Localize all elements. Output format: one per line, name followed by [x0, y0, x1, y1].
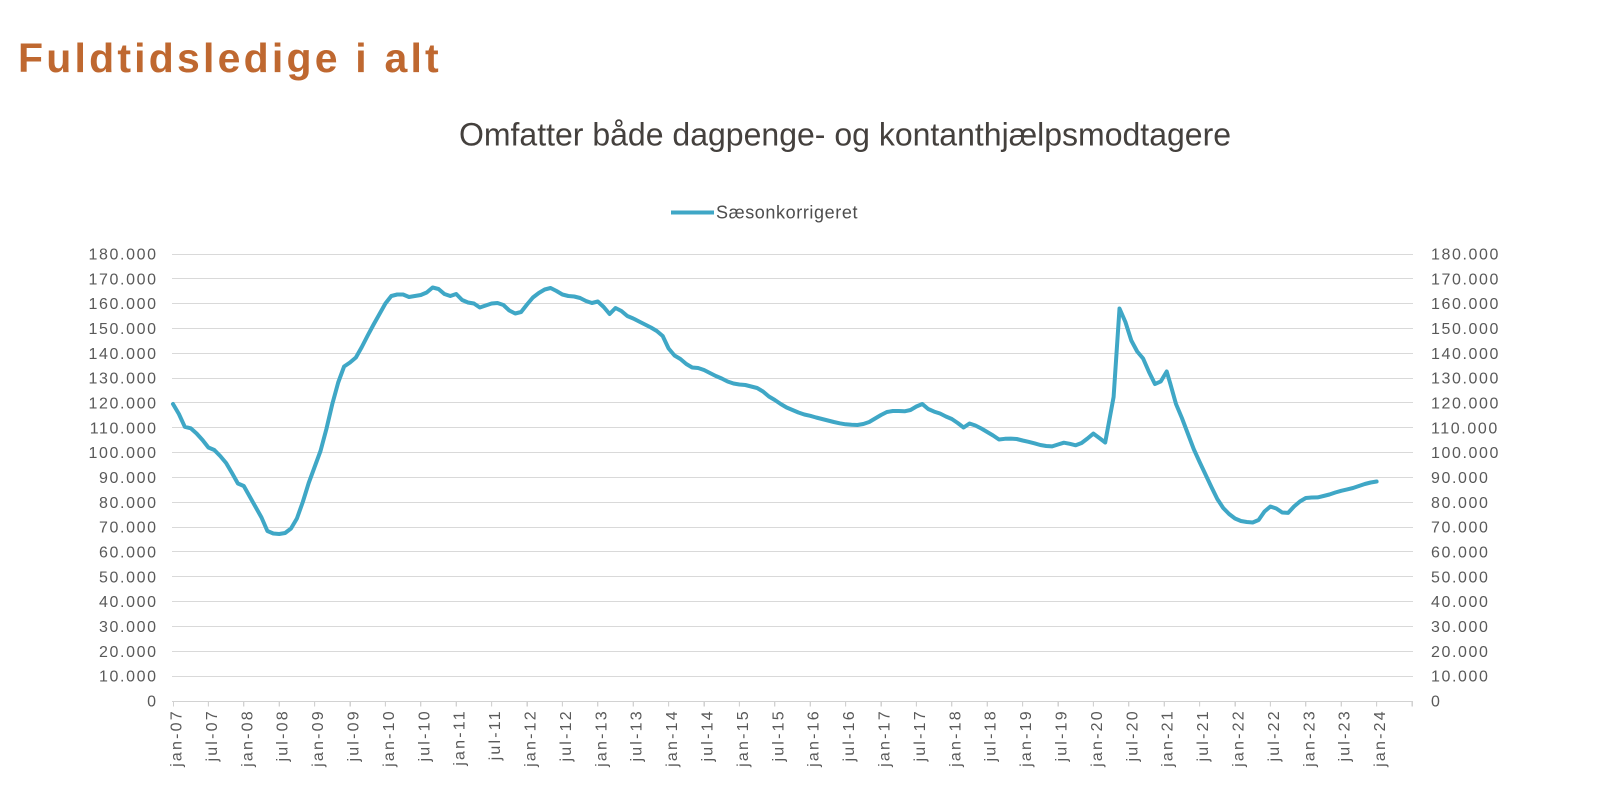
svg-text:10.000: 10.000 [1431, 669, 1490, 686]
svg-text:jan-16: jan-16 [806, 709, 823, 768]
svg-text:Omfatter både dagpenge- og kon: Omfatter både dagpenge- og kontanthjælps… [459, 117, 1231, 153]
svg-text:jul-21: jul-21 [1195, 709, 1212, 762]
svg-text:180.000: 180.000 [1431, 247, 1500, 264]
svg-text:jul-19: jul-19 [1054, 709, 1071, 762]
svg-text:jul-20: jul-20 [1124, 709, 1141, 762]
svg-text:jan-20: jan-20 [1089, 709, 1106, 768]
svg-text:jan-15: jan-15 [735, 709, 752, 768]
svg-text:jan-14: jan-14 [664, 709, 681, 768]
svg-text:50.000: 50.000 [1431, 569, 1490, 586]
svg-text:70.000: 70.000 [99, 520, 158, 537]
svg-text:jul-08: jul-08 [275, 709, 292, 762]
svg-text:30.000: 30.000 [1431, 619, 1490, 636]
svg-text:40.000: 40.000 [1431, 594, 1490, 611]
svg-text:20.000: 20.000 [1431, 644, 1490, 661]
svg-text:jul-11: jul-11 [487, 709, 504, 761]
svg-text:60.000: 60.000 [99, 545, 158, 562]
svg-text:jul-14: jul-14 [700, 709, 717, 762]
svg-text:jan-09: jan-09 [310, 709, 327, 768]
svg-text:jan-08: jan-08 [239, 709, 256, 768]
svg-text:jan-07: jan-07 [169, 709, 186, 768]
svg-text:jan-13: jan-13 [593, 709, 610, 768]
svg-text:jan-21: jan-21 [1160, 709, 1177, 768]
svg-text:110.000: 110.000 [1431, 420, 1499, 437]
svg-text:jan-22: jan-22 [1231, 709, 1248, 768]
svg-text:jul-12: jul-12 [558, 709, 575, 762]
svg-text:jan-17: jan-17 [877, 709, 894, 768]
svg-text:10.000: 10.000 [99, 669, 158, 686]
svg-text:jan-19: jan-19 [1018, 709, 1035, 768]
svg-text:0: 0 [147, 694, 158, 711]
svg-text:40.000: 40.000 [99, 594, 158, 611]
svg-text:80.000: 80.000 [1431, 495, 1490, 512]
svg-text:140.000: 140.000 [1431, 346, 1500, 363]
svg-text:70.000: 70.000 [1431, 520, 1490, 537]
svg-text:jul-16: jul-16 [841, 709, 858, 762]
svg-text:Sæsonkorrigeret: Sæsonkorrigeret [716, 203, 858, 223]
svg-text:120.000: 120.000 [1431, 396, 1500, 413]
svg-text:90.000: 90.000 [1431, 470, 1490, 487]
svg-text:jul-10: jul-10 [416, 709, 433, 762]
svg-text:Fuldtidsledige i alt: Fuldtidsledige i alt [18, 35, 442, 81]
svg-text:160.000: 160.000 [1431, 296, 1500, 313]
svg-text:100.000: 100.000 [89, 445, 158, 462]
svg-text:110.000: 110.000 [90, 420, 158, 437]
svg-text:100.000: 100.000 [1431, 445, 1500, 462]
svg-text:130.000: 130.000 [1431, 371, 1500, 388]
svg-text:0: 0 [1431, 694, 1442, 711]
svg-text:160.000: 160.000 [89, 296, 158, 313]
svg-text:20.000: 20.000 [99, 644, 158, 661]
svg-text:170.000: 170.000 [89, 271, 158, 288]
svg-text:150.000: 150.000 [89, 321, 158, 338]
svg-text:jan-10: jan-10 [381, 709, 398, 768]
svg-text:30.000: 30.000 [99, 619, 158, 636]
svg-text:jul-23: jul-23 [1337, 709, 1354, 762]
svg-text:170.000: 170.000 [1431, 271, 1500, 288]
svg-text:jul-22: jul-22 [1266, 709, 1283, 762]
svg-text:jul-13: jul-13 [629, 709, 646, 762]
svg-text:140.000: 140.000 [89, 346, 158, 363]
svg-text:130.000: 130.000 [89, 371, 158, 388]
svg-text:180.000: 180.000 [89, 247, 158, 264]
svg-text:jan-18: jan-18 [947, 709, 964, 768]
svg-text:50.000: 50.000 [99, 569, 158, 586]
svg-text:90.000: 90.000 [99, 470, 158, 487]
svg-text:jan-11: jan-11 [452, 709, 469, 767]
svg-text:120.000: 120.000 [89, 396, 158, 413]
svg-text:jul-18: jul-18 [983, 709, 1000, 762]
svg-text:60.000: 60.000 [1431, 545, 1490, 562]
svg-text:150.000: 150.000 [1431, 321, 1500, 338]
svg-text:jan-12: jan-12 [523, 709, 540, 768]
svg-text:jul-15: jul-15 [770, 709, 787, 762]
svg-text:jan-23: jan-23 [1301, 709, 1318, 768]
svg-text:jul-09: jul-09 [346, 709, 363, 762]
svg-text:jan-24: jan-24 [1372, 709, 1389, 768]
svg-text:80.000: 80.000 [99, 495, 158, 512]
svg-text:jul-17: jul-17 [912, 709, 929, 762]
svg-text:jul-07: jul-07 [204, 709, 221, 762]
